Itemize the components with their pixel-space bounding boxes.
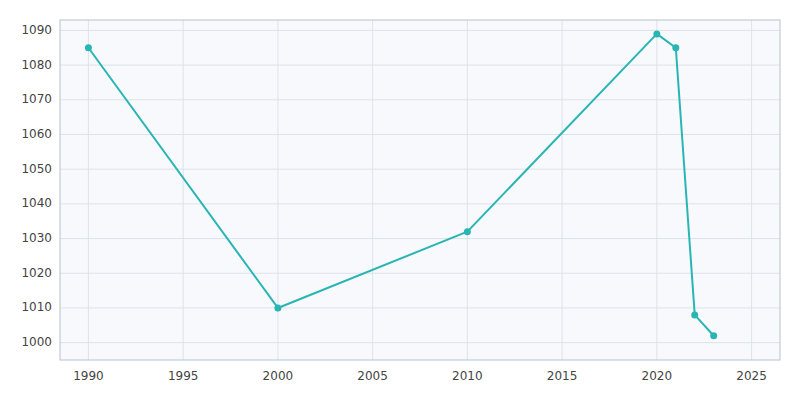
x-tick-label: 2000 xyxy=(263,369,294,383)
point xyxy=(672,44,679,51)
x-grid-line xyxy=(372,20,373,360)
plot-frame xyxy=(60,20,780,360)
y-grid-line xyxy=(60,134,780,135)
y-grid-line xyxy=(60,169,780,170)
y-tick-label: 1090 xyxy=(21,23,52,37)
point xyxy=(691,311,698,318)
x-grid-line xyxy=(467,20,468,360)
point xyxy=(274,304,281,311)
point xyxy=(653,30,660,37)
y-tick-label: 1020 xyxy=(21,266,52,280)
y-tick-label: 1000 xyxy=(21,335,52,349)
x-grid-line xyxy=(183,20,184,360)
point xyxy=(464,228,471,235)
x-tick-label: 2015 xyxy=(547,369,578,383)
y-tick-label: 1080 xyxy=(21,58,52,72)
series xyxy=(85,30,717,339)
y-grid-line xyxy=(60,342,780,343)
y-tick-label: 1010 xyxy=(21,300,52,314)
chart-container: 1000 1010 1020 1030 1040 1050 1060 1070 1080 1090… xyxy=(0,0,800,400)
x-tick-label: 1990 xyxy=(73,369,104,383)
chart-svg: 1000 1010 1020 1030 1040 1050 1060 1070 1080 1090… xyxy=(0,0,800,400)
point xyxy=(710,332,717,339)
x-tick-label: 2005 xyxy=(357,369,388,383)
y-grid-line xyxy=(60,273,780,274)
y-grid-line xyxy=(60,65,780,66)
line xyxy=(88,34,713,336)
y-grid-line xyxy=(60,30,780,31)
tick-labels: 1000 1010 1020 1030 1040 1050 1060 1070 1080 1090… xyxy=(21,23,766,383)
y-tick-label: 1060 xyxy=(21,127,52,141)
x-tick-label: 2010 xyxy=(452,369,483,383)
y-tick-label: 1070 xyxy=(21,92,52,106)
x-grid-line xyxy=(751,20,752,360)
grid xyxy=(60,20,780,360)
y-tick-label: 1040 xyxy=(21,196,52,210)
y-grid-line xyxy=(60,99,780,100)
x-tick-label: 2025 xyxy=(736,369,767,383)
plot-background xyxy=(60,20,780,360)
x-tick-label: 2020 xyxy=(642,369,673,383)
y-grid-line xyxy=(60,203,780,204)
x-tick-label: 1995 xyxy=(168,369,199,383)
y-tick-label: 1050 xyxy=(21,162,52,176)
x-grid-line xyxy=(562,20,563,360)
y-grid-line xyxy=(60,307,780,308)
x-grid-line xyxy=(88,20,89,360)
x-grid-line xyxy=(656,20,657,360)
y-grid-line xyxy=(60,238,780,239)
point xyxy=(85,44,92,51)
y-tick-label: 1030 xyxy=(21,231,52,245)
